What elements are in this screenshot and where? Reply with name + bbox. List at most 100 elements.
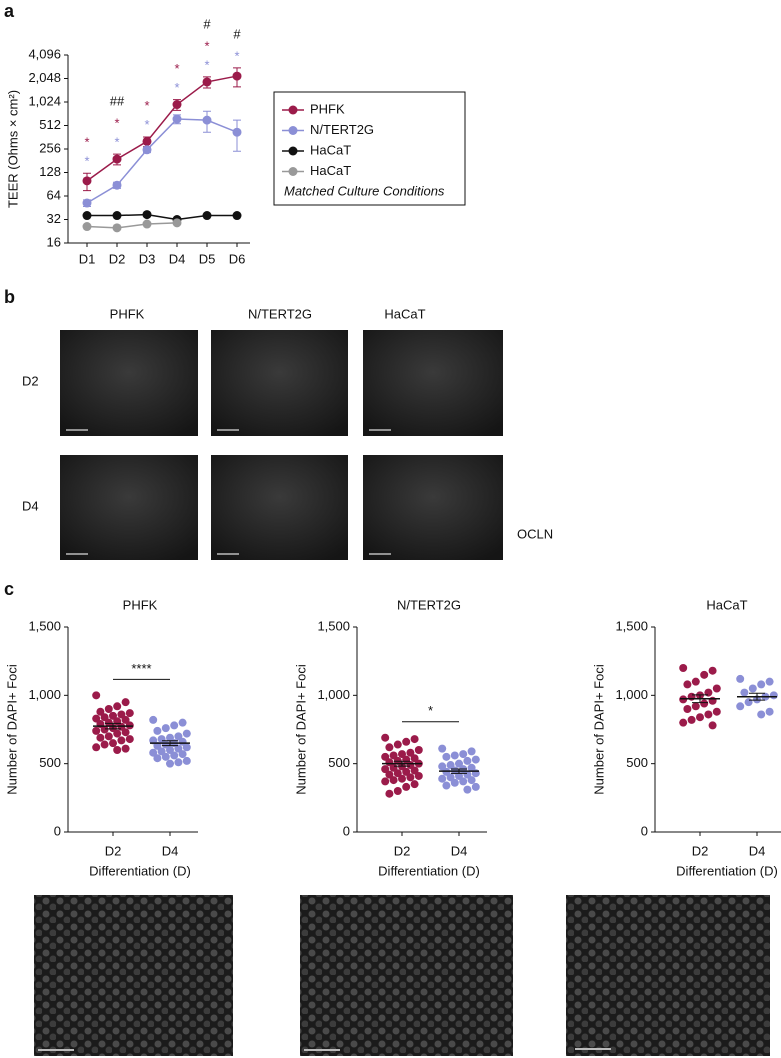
data-point xyxy=(402,737,411,746)
y-tick-label: 16 xyxy=(47,234,61,249)
data-point xyxy=(166,759,174,768)
data-point xyxy=(757,680,766,689)
data-point xyxy=(700,699,709,708)
data-point xyxy=(455,771,463,780)
y-axis-label: Number of DAPI+ Foci xyxy=(293,664,308,795)
data-point xyxy=(385,743,394,752)
data-point xyxy=(708,666,717,675)
data-point xyxy=(467,776,476,785)
data-point xyxy=(414,746,423,754)
data-point xyxy=(113,729,122,738)
series-line xyxy=(86,75,238,182)
significance-mark: * xyxy=(204,38,209,53)
data-point xyxy=(765,707,774,716)
y-tick-label: 1,000 xyxy=(28,687,61,702)
data-point xyxy=(121,744,130,753)
data-point xyxy=(182,743,191,752)
data-point xyxy=(178,750,187,759)
data-point xyxy=(174,732,183,741)
y-tick-label: 0 xyxy=(343,823,350,838)
sem-bar xyxy=(451,768,467,774)
data-point xyxy=(471,755,480,764)
y-tick-label: 500 xyxy=(39,755,61,770)
x-axis-label: Differentiation (D) xyxy=(378,863,480,878)
y-tick-label: 64 xyxy=(47,187,61,202)
y-tick-label: 2,048 xyxy=(28,70,61,85)
chart-title: N/TERT2G xyxy=(397,597,461,612)
x-tick-label: D2 xyxy=(109,251,126,266)
column-label: PHFK xyxy=(110,306,145,321)
data-point xyxy=(117,736,126,745)
data-point xyxy=(438,774,447,783)
data-point xyxy=(683,705,692,713)
data-point xyxy=(765,677,774,686)
data-point xyxy=(438,744,447,753)
data-point xyxy=(712,707,721,716)
data-point xyxy=(704,710,713,719)
data-point xyxy=(142,136,152,146)
micrograph xyxy=(363,330,503,436)
data-point xyxy=(398,750,406,759)
x-tick-label: D3 xyxy=(139,251,156,266)
data-point xyxy=(410,754,419,763)
hash-mark: ## xyxy=(110,94,125,109)
data-point xyxy=(410,766,419,775)
data-point xyxy=(149,748,158,757)
data-point xyxy=(117,710,126,719)
data-point xyxy=(769,691,778,700)
data-point xyxy=(112,223,122,233)
data-point xyxy=(696,713,704,722)
data-point xyxy=(736,674,745,683)
sem-bar xyxy=(105,722,121,730)
legend-label: PHFK xyxy=(310,101,345,116)
data-point xyxy=(393,740,402,749)
y-tick-label: 1,500 xyxy=(317,618,350,633)
legend-box xyxy=(273,91,466,206)
significance-label: * xyxy=(428,703,433,718)
y-tick-label: 500 xyxy=(626,755,648,770)
data-point xyxy=(142,210,152,220)
data-point xyxy=(125,709,134,718)
y-axis-label: Number of DAPI+ Foci xyxy=(4,664,19,795)
series-line xyxy=(86,222,178,229)
y-tick-label: 1,500 xyxy=(28,618,61,633)
data-point xyxy=(385,789,394,798)
data-point xyxy=(393,769,402,778)
significance-mark: * xyxy=(174,61,179,76)
data-point xyxy=(459,777,468,786)
data-point xyxy=(393,787,402,795)
data-point xyxy=(92,714,101,723)
micrograph xyxy=(60,330,198,436)
data-point xyxy=(687,715,696,724)
data-point xyxy=(182,729,191,738)
data-point xyxy=(402,782,411,791)
data-point xyxy=(712,684,721,693)
hash-mark: # xyxy=(233,26,241,41)
data-point xyxy=(125,735,134,744)
sem-bar xyxy=(692,694,708,704)
data-point xyxy=(442,752,451,761)
data-point xyxy=(406,748,415,757)
data-point xyxy=(744,698,753,707)
legend-swatch xyxy=(288,167,298,176)
data-point xyxy=(381,765,390,774)
y-tick-label: 4,096 xyxy=(28,46,61,61)
x-tick-label: D2 xyxy=(105,843,122,858)
legend-swatch xyxy=(288,146,298,156)
data-point xyxy=(104,718,113,727)
data-point xyxy=(113,746,122,754)
data-point xyxy=(82,198,92,208)
data-point xyxy=(112,154,122,164)
row-label: D2 xyxy=(22,373,39,388)
data-point xyxy=(450,778,459,787)
data-point xyxy=(100,725,109,734)
data-point xyxy=(112,211,122,221)
data-point xyxy=(174,744,183,753)
data-point xyxy=(172,100,182,110)
data-point xyxy=(463,756,472,765)
data-point xyxy=(691,702,700,711)
micrograph xyxy=(60,455,198,560)
micrograph xyxy=(363,455,503,560)
data-point xyxy=(736,702,745,711)
